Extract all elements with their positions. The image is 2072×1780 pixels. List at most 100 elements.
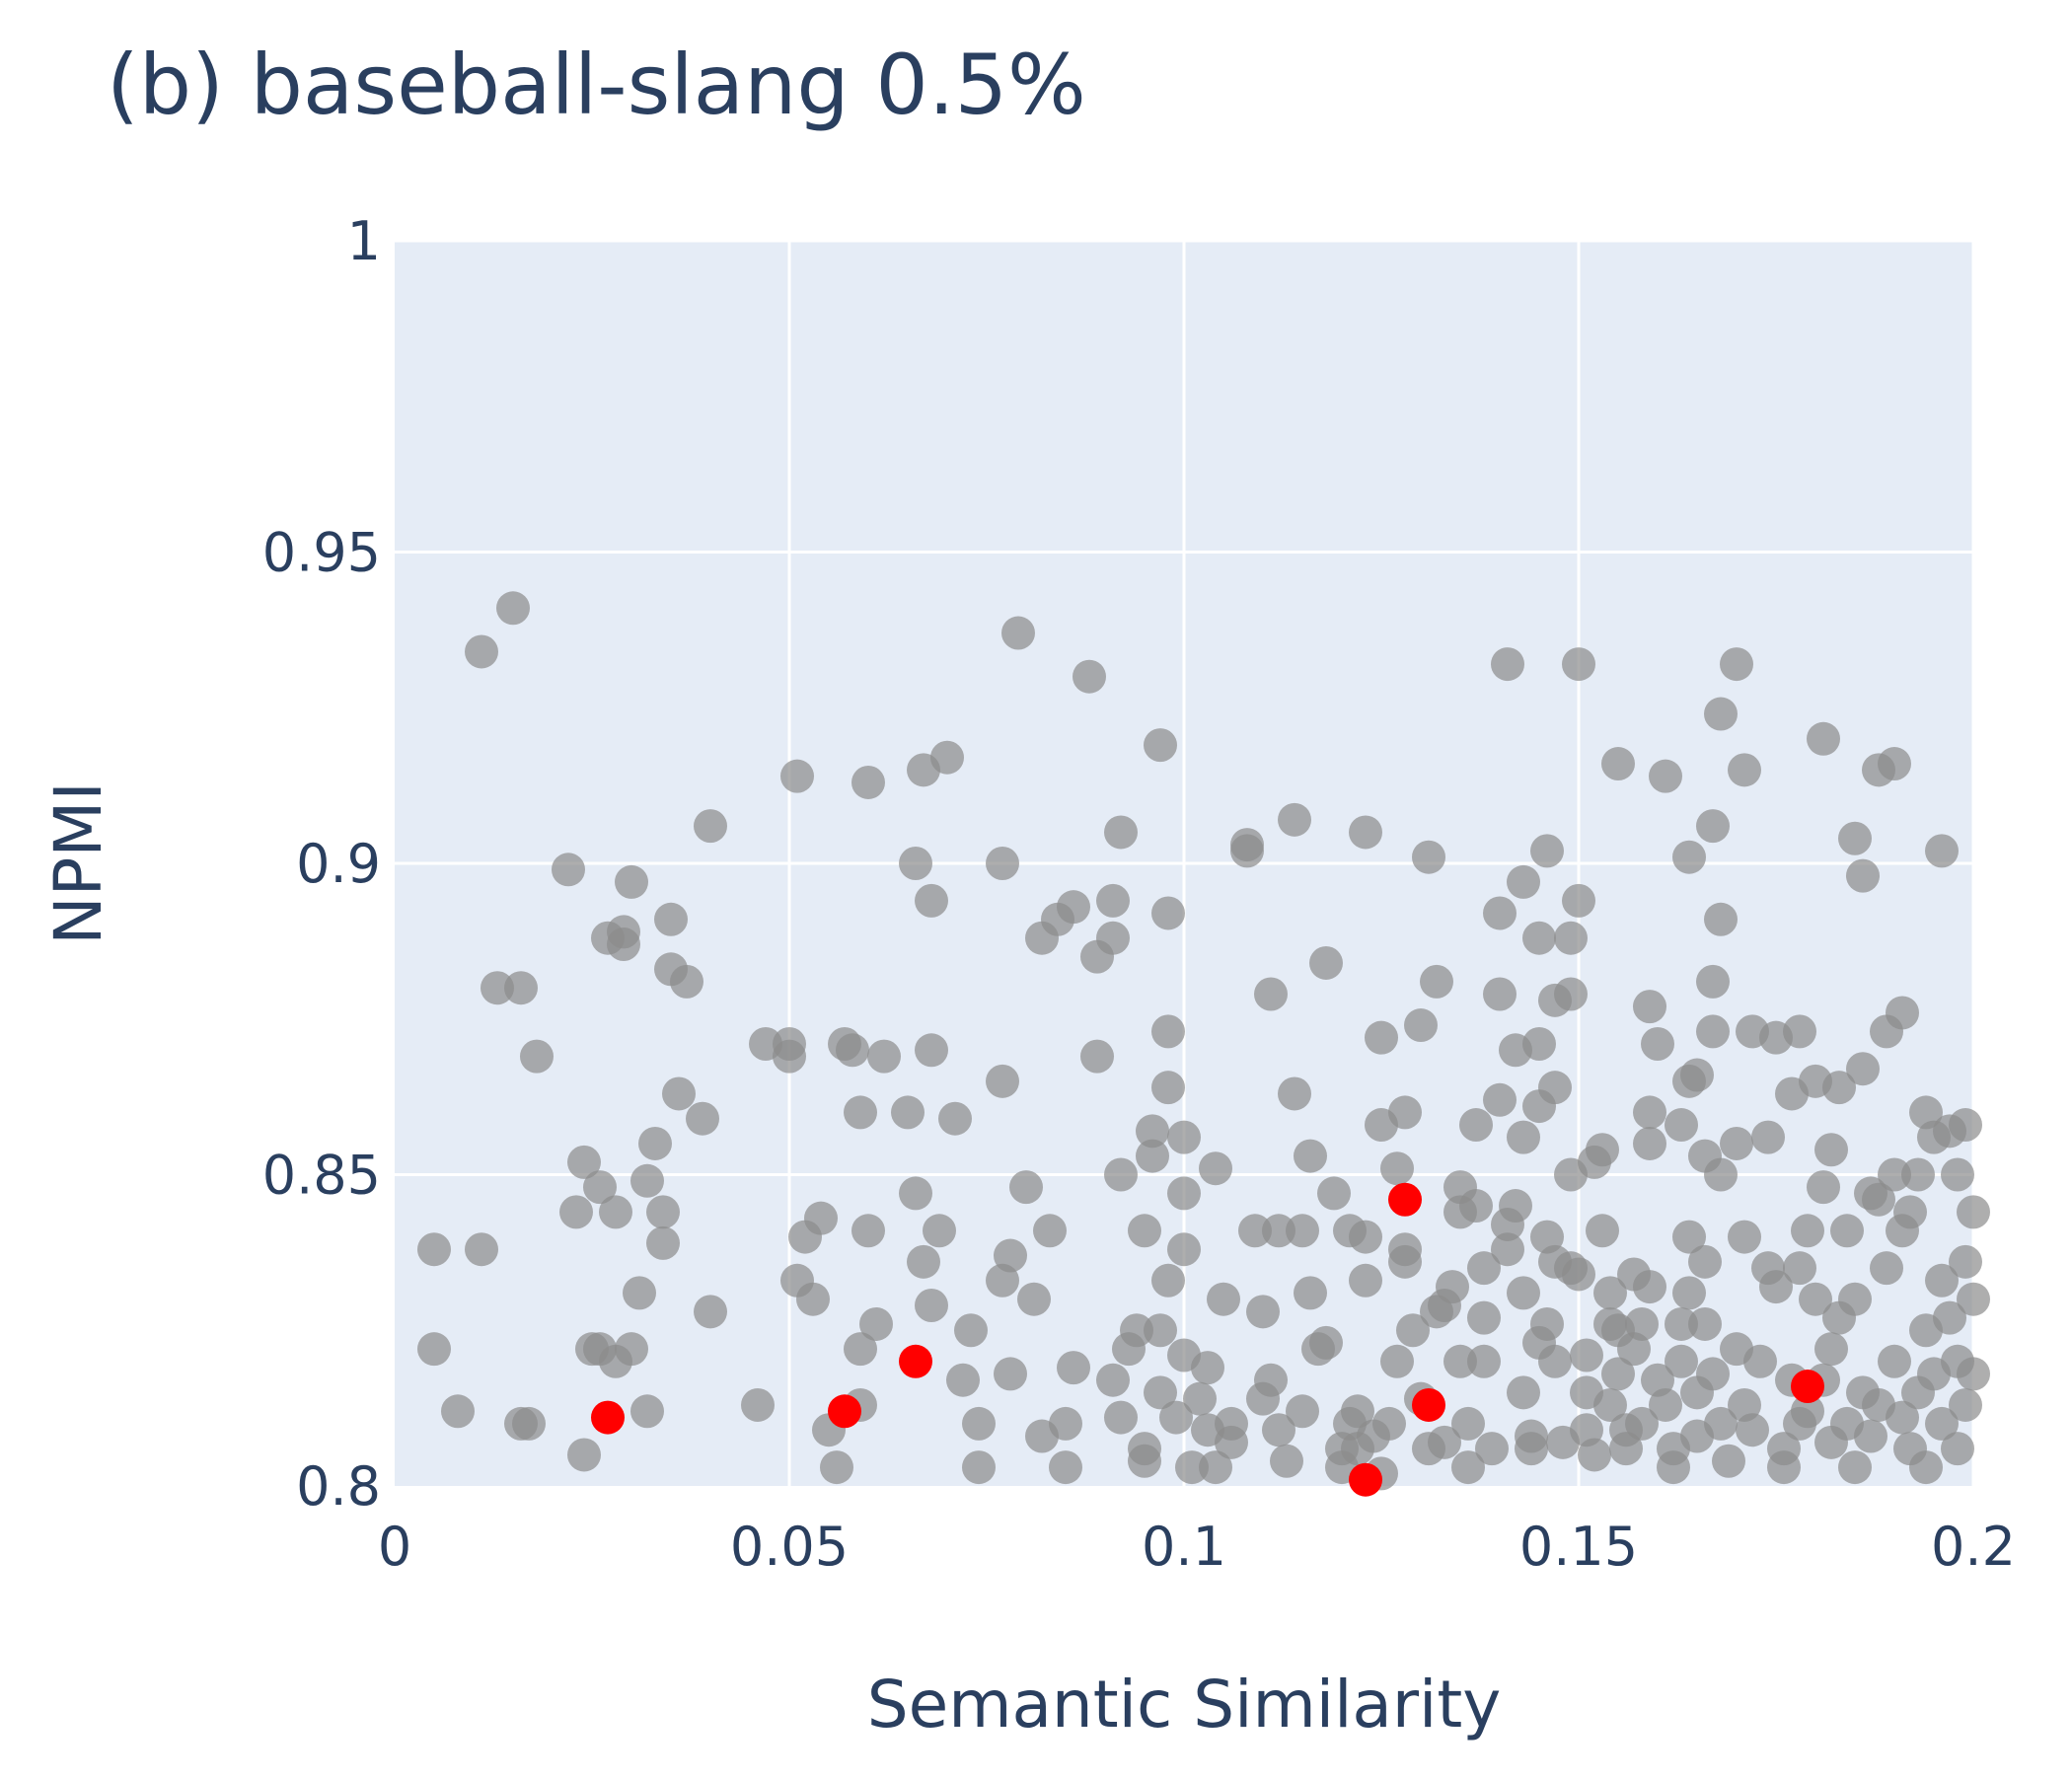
gray-data-point xyxy=(962,1406,996,1441)
gray-data-point xyxy=(1420,964,1453,999)
gray-data-point xyxy=(630,1394,664,1429)
gray-data-point xyxy=(1680,1058,1714,1092)
gray-data-point xyxy=(1262,1413,1295,1447)
gray-data-point xyxy=(1199,1450,1232,1485)
gray-data-point xyxy=(623,1276,656,1310)
gray-data-point xyxy=(1814,1133,1848,1167)
gray-data-point xyxy=(1507,864,1540,899)
gray-data-point xyxy=(1483,896,1517,930)
gray-data-point xyxy=(1467,1300,1501,1335)
gray-data-point xyxy=(1838,821,1872,855)
gray-data-point xyxy=(1499,1189,1532,1224)
gray-data-point xyxy=(844,1095,877,1130)
gray-data-point xyxy=(1925,1263,1959,1298)
gray-data-point xyxy=(851,1214,885,1248)
gray-data-point xyxy=(1491,1232,1524,1267)
gray-data-point xyxy=(1507,1276,1540,1310)
gray-data-point xyxy=(899,1176,932,1211)
gray-data-point xyxy=(1017,1282,1051,1316)
gray-data-point xyxy=(780,759,814,793)
gray-data-point xyxy=(1672,1276,1706,1310)
gray-data-point xyxy=(1538,1071,1572,1105)
x-tick-label: 0.2 xyxy=(1931,1516,2016,1578)
gray-data-point xyxy=(1057,890,1090,925)
gray-data-point xyxy=(1688,1244,1722,1279)
gray-data-point xyxy=(1593,1387,1627,1422)
gray-data-point xyxy=(1136,1114,1169,1149)
gray-data-point xyxy=(1167,1176,1201,1211)
gray-data-point xyxy=(417,1332,451,1367)
gray-data-point xyxy=(1104,815,1138,850)
gray-data-point xyxy=(1341,1394,1374,1429)
gray-data-point xyxy=(1633,990,1666,1024)
gray-data-point xyxy=(851,765,885,799)
gray-data-point xyxy=(1372,1406,1406,1441)
gray-data-point xyxy=(1096,883,1130,918)
gray-data-point xyxy=(583,1170,617,1205)
gray-data-point xyxy=(1380,1151,1414,1186)
y-tick-label: 0.8 xyxy=(296,1455,381,1518)
gray-data-point xyxy=(615,1332,648,1367)
red-data-point xyxy=(1349,1462,1382,1497)
gray-data-point xyxy=(1349,1220,1382,1254)
gray-data-point xyxy=(1641,1026,1674,1061)
y-tick-label: 1 xyxy=(347,210,381,272)
gray-data-point xyxy=(954,1313,988,1348)
gray-data-point xyxy=(1925,834,1959,868)
gray-data-point xyxy=(1451,1406,1485,1441)
gray-data-point xyxy=(1428,1425,1461,1459)
gray-data-point xyxy=(417,1232,451,1267)
gray-data-point xyxy=(1633,1095,1666,1130)
gray-data-point xyxy=(1183,1381,1217,1416)
gray-data-point xyxy=(1120,1313,1153,1348)
gray-data-point xyxy=(1696,809,1730,844)
gray-data-point xyxy=(1159,1400,1193,1435)
gray-data-point xyxy=(1530,834,1564,868)
gray-data-point xyxy=(1593,1276,1627,1310)
gray-data-point xyxy=(1625,1406,1659,1441)
gray-data-point xyxy=(899,847,932,880)
gray-data-point xyxy=(1814,1332,1848,1367)
gray-data-point xyxy=(1949,1244,1982,1279)
red-data-point xyxy=(1412,1387,1445,1422)
gray-data-point xyxy=(1957,1195,1990,1229)
gray-data-point xyxy=(599,1195,632,1229)
gray-data-point xyxy=(1949,1387,1982,1422)
gray-data-point xyxy=(741,1387,775,1422)
gray-data-point xyxy=(1215,1406,1248,1441)
gray-data-point xyxy=(1191,1351,1224,1385)
gray-data-point xyxy=(1151,1071,1185,1105)
gray-data-point xyxy=(1728,753,1761,787)
gray-data-point xyxy=(1080,1039,1114,1074)
gray-data-point xyxy=(923,1214,956,1248)
gray-data-point xyxy=(1941,1157,1974,1192)
gray-data-point xyxy=(1286,1394,1319,1429)
gray-data-point xyxy=(1665,1306,1698,1341)
gray-data-point xyxy=(1949,1108,1982,1143)
gray-data-point xyxy=(1925,1406,1959,1441)
gray-data-point xyxy=(1846,1052,1880,1086)
gray-data-point xyxy=(1554,921,1588,955)
x-tick-label: 0.15 xyxy=(1519,1516,1638,1578)
gray-data-point xyxy=(946,1363,980,1397)
gray-data-point xyxy=(1909,1450,1943,1485)
gray-data-point xyxy=(1049,1450,1082,1485)
gray-data-point xyxy=(1238,1214,1272,1248)
gray-data-point xyxy=(1538,1344,1572,1378)
gray-data-point xyxy=(1349,1263,1382,1298)
gray-data-point xyxy=(1736,1413,1769,1447)
gray-data-point xyxy=(1696,964,1730,999)
gray-data-point xyxy=(867,1039,901,1074)
gray-data-point xyxy=(1451,1450,1485,1485)
gray-data-point xyxy=(1562,883,1595,918)
gray-data-point xyxy=(930,740,964,775)
gray-data-point xyxy=(1783,1014,1816,1049)
gray-data-point xyxy=(552,853,585,887)
gray-data-point xyxy=(836,1033,869,1068)
gray-data-point xyxy=(481,971,514,1005)
gray-data-point xyxy=(1380,1344,1414,1378)
red-data-point xyxy=(591,1400,625,1435)
gray-data-point xyxy=(1807,1170,1840,1205)
gray-data-point xyxy=(804,1201,838,1235)
